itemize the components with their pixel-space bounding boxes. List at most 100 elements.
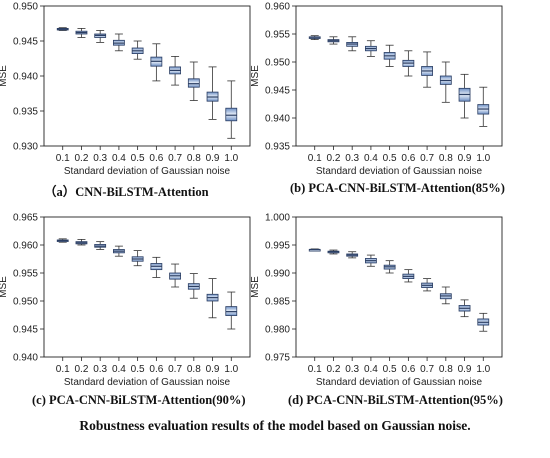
y-tick-label: 0.940 <box>13 353 38 364</box>
box-0.3 <box>346 251 359 259</box>
y-axis-label: MSE <box>250 276 261 298</box>
box-0.2 <box>327 249 340 255</box>
y-tick-label: 0.975 <box>265 353 290 364</box>
x-axis-label: Standard deviation of Gaussian noise <box>64 377 231 388</box>
plot-frame <box>43 5 251 147</box>
x-tick-label: 0.9 <box>458 364 472 375</box>
x-tick-label: 0.4 <box>364 364 378 375</box>
box-0.9 <box>206 66 219 120</box>
subplot-b: 0.935 0.940 0.945 0.950 0.955 0.960 MSE 0.1 0.2 0… <box>250 2 503 177</box>
box-1.0 <box>477 86 490 127</box>
x-tick-label: 0.6 <box>149 153 163 164</box>
y-tick-label: 0.950 <box>13 2 38 13</box>
x-tick-label: 0.5 <box>383 153 397 164</box>
x-tick-label: 0.4 <box>112 153 126 164</box>
x-tick-label: 0.7 <box>420 364 434 375</box>
box-0.8 <box>187 61 200 101</box>
y-axis-label: MSE <box>0 276 9 298</box>
y-tick-label: 0.945 <box>265 86 290 97</box>
y-tick-label: 0.945 <box>13 37 38 48</box>
box-0.1 <box>308 248 321 252</box>
box-0.5 <box>131 250 144 267</box>
box-0.7 <box>169 263 181 288</box>
x-tick-label: 0.2 <box>327 364 341 375</box>
x-tick-label: 0.4 <box>112 364 126 375</box>
box-0.3 <box>94 241 107 250</box>
box-0.1 <box>308 35 321 40</box>
subplot-d: 0.975 0.980 0.985 0.990 0.995 1.000 MSE 0.1 0.2 0… <box>250 213 503 388</box>
y-tick-label: 0.990 <box>265 269 290 280</box>
y-tick-label: 0.950 <box>13 297 38 308</box>
x-axis-label: Standard deviation of Gaussian noise <box>316 166 483 177</box>
box-iqr <box>187 78 200 88</box>
box-0.6 <box>402 50 415 77</box>
box-0.6 <box>150 256 163 278</box>
y-tick-label: 0.960 <box>13 241 38 252</box>
x-tick-label: 0.5 <box>131 153 145 164</box>
box-0.2 <box>75 27 88 38</box>
subplot-c: 0.940 0.945 0.950 0.955 0.960 0.965 MSE 0.1 0.2 0… <box>0 213 251 388</box>
plot-frame <box>295 216 503 358</box>
box-0.9 <box>458 73 471 119</box>
x-tick-label: 0.9 <box>206 364 220 375</box>
box-0.2 <box>75 238 88 246</box>
x-tick-label: 0.2 <box>75 153 89 164</box>
x-axis-label: Standard deviation of Gaussian noise <box>316 377 483 388</box>
y-tick-label: 0.955 <box>265 30 290 41</box>
figure-caption: Robustness evaluation results of the mod… <box>79 418 471 433</box>
box-0.9 <box>206 278 219 319</box>
x-tick-label: 0.3 <box>93 153 107 164</box>
x-tick-label: 1.0 <box>476 153 490 164</box>
box-0.4 <box>365 254 377 267</box>
box-0.7 <box>169 56 181 86</box>
y-tick-label: 0.935 <box>13 107 38 118</box>
box-0.9 <box>458 299 471 318</box>
y-tick-label: 0.985 <box>265 297 290 308</box>
x-tick-label: 0.3 <box>345 364 359 375</box>
box-0.8 <box>439 286 452 305</box>
y-tick-label: 0.930 <box>13 142 38 153</box>
box-0.8 <box>439 61 452 103</box>
box-0.5 <box>383 44 396 67</box>
x-tick-label: 0.1 <box>308 153 322 164</box>
y-tick-label: 0.950 <box>265 58 290 69</box>
x-tick-label: 1.0 <box>224 364 238 375</box>
subplot-c-caption: (c) PCA-CNN-BiLSTM-Attention(90%) <box>32 393 246 407</box>
box-1.0 <box>225 80 238 139</box>
x-tick-label: 0.6 <box>401 364 415 375</box>
box-0.4 <box>113 245 125 257</box>
x-tick-label: 0.4 <box>364 153 378 164</box>
box-0.6 <box>150 43 163 82</box>
box-0.5 <box>383 260 396 274</box>
box-0.4 <box>113 33 125 52</box>
x-tick-label: 1.0 <box>476 364 490 375</box>
x-tick-label: 1.0 <box>224 153 238 164</box>
x-tick-label: 0.2 <box>327 153 341 164</box>
x-tick-label: 0.6 <box>149 364 163 375</box>
y-tick-label: 0.965 <box>13 213 38 224</box>
box-0.5 <box>131 40 144 60</box>
box-0.6 <box>402 269 415 283</box>
x-tick-label: 0.1 <box>56 364 70 375</box>
x-tick-label: 0.1 <box>56 153 70 164</box>
x-tick-label: 0.5 <box>131 364 145 375</box>
x-tick-label: 0.2 <box>75 364 89 375</box>
x-tick-label: 0.5 <box>383 364 397 375</box>
y-tick-label: 0.935 <box>265 142 290 153</box>
box-1.0 <box>477 312 490 332</box>
box-0.4 <box>365 40 377 57</box>
x-tick-label: 0.8 <box>187 153 201 164</box>
x-tick-label: 0.1 <box>308 364 322 375</box>
y-axis-label: MSE <box>0 65 9 87</box>
box-0.2 <box>327 36 340 45</box>
subplot-b-caption: (b) PCA-CNN-BiLSTM-Attention(85%) <box>290 181 505 195</box>
x-tick-label: 0.9 <box>458 153 472 164</box>
box-0.3 <box>346 36 359 52</box>
box-0.8 <box>187 273 200 299</box>
y-tick-label: 0.980 <box>265 325 290 336</box>
x-tick-label: 0.8 <box>187 364 201 375</box>
y-tick-label: 0.940 <box>13 72 38 83</box>
x-tick-label: 0.7 <box>168 153 182 164</box>
subplot-a-caption: （a）CNN-BiLSTM-Attention <box>44 185 209 199</box>
